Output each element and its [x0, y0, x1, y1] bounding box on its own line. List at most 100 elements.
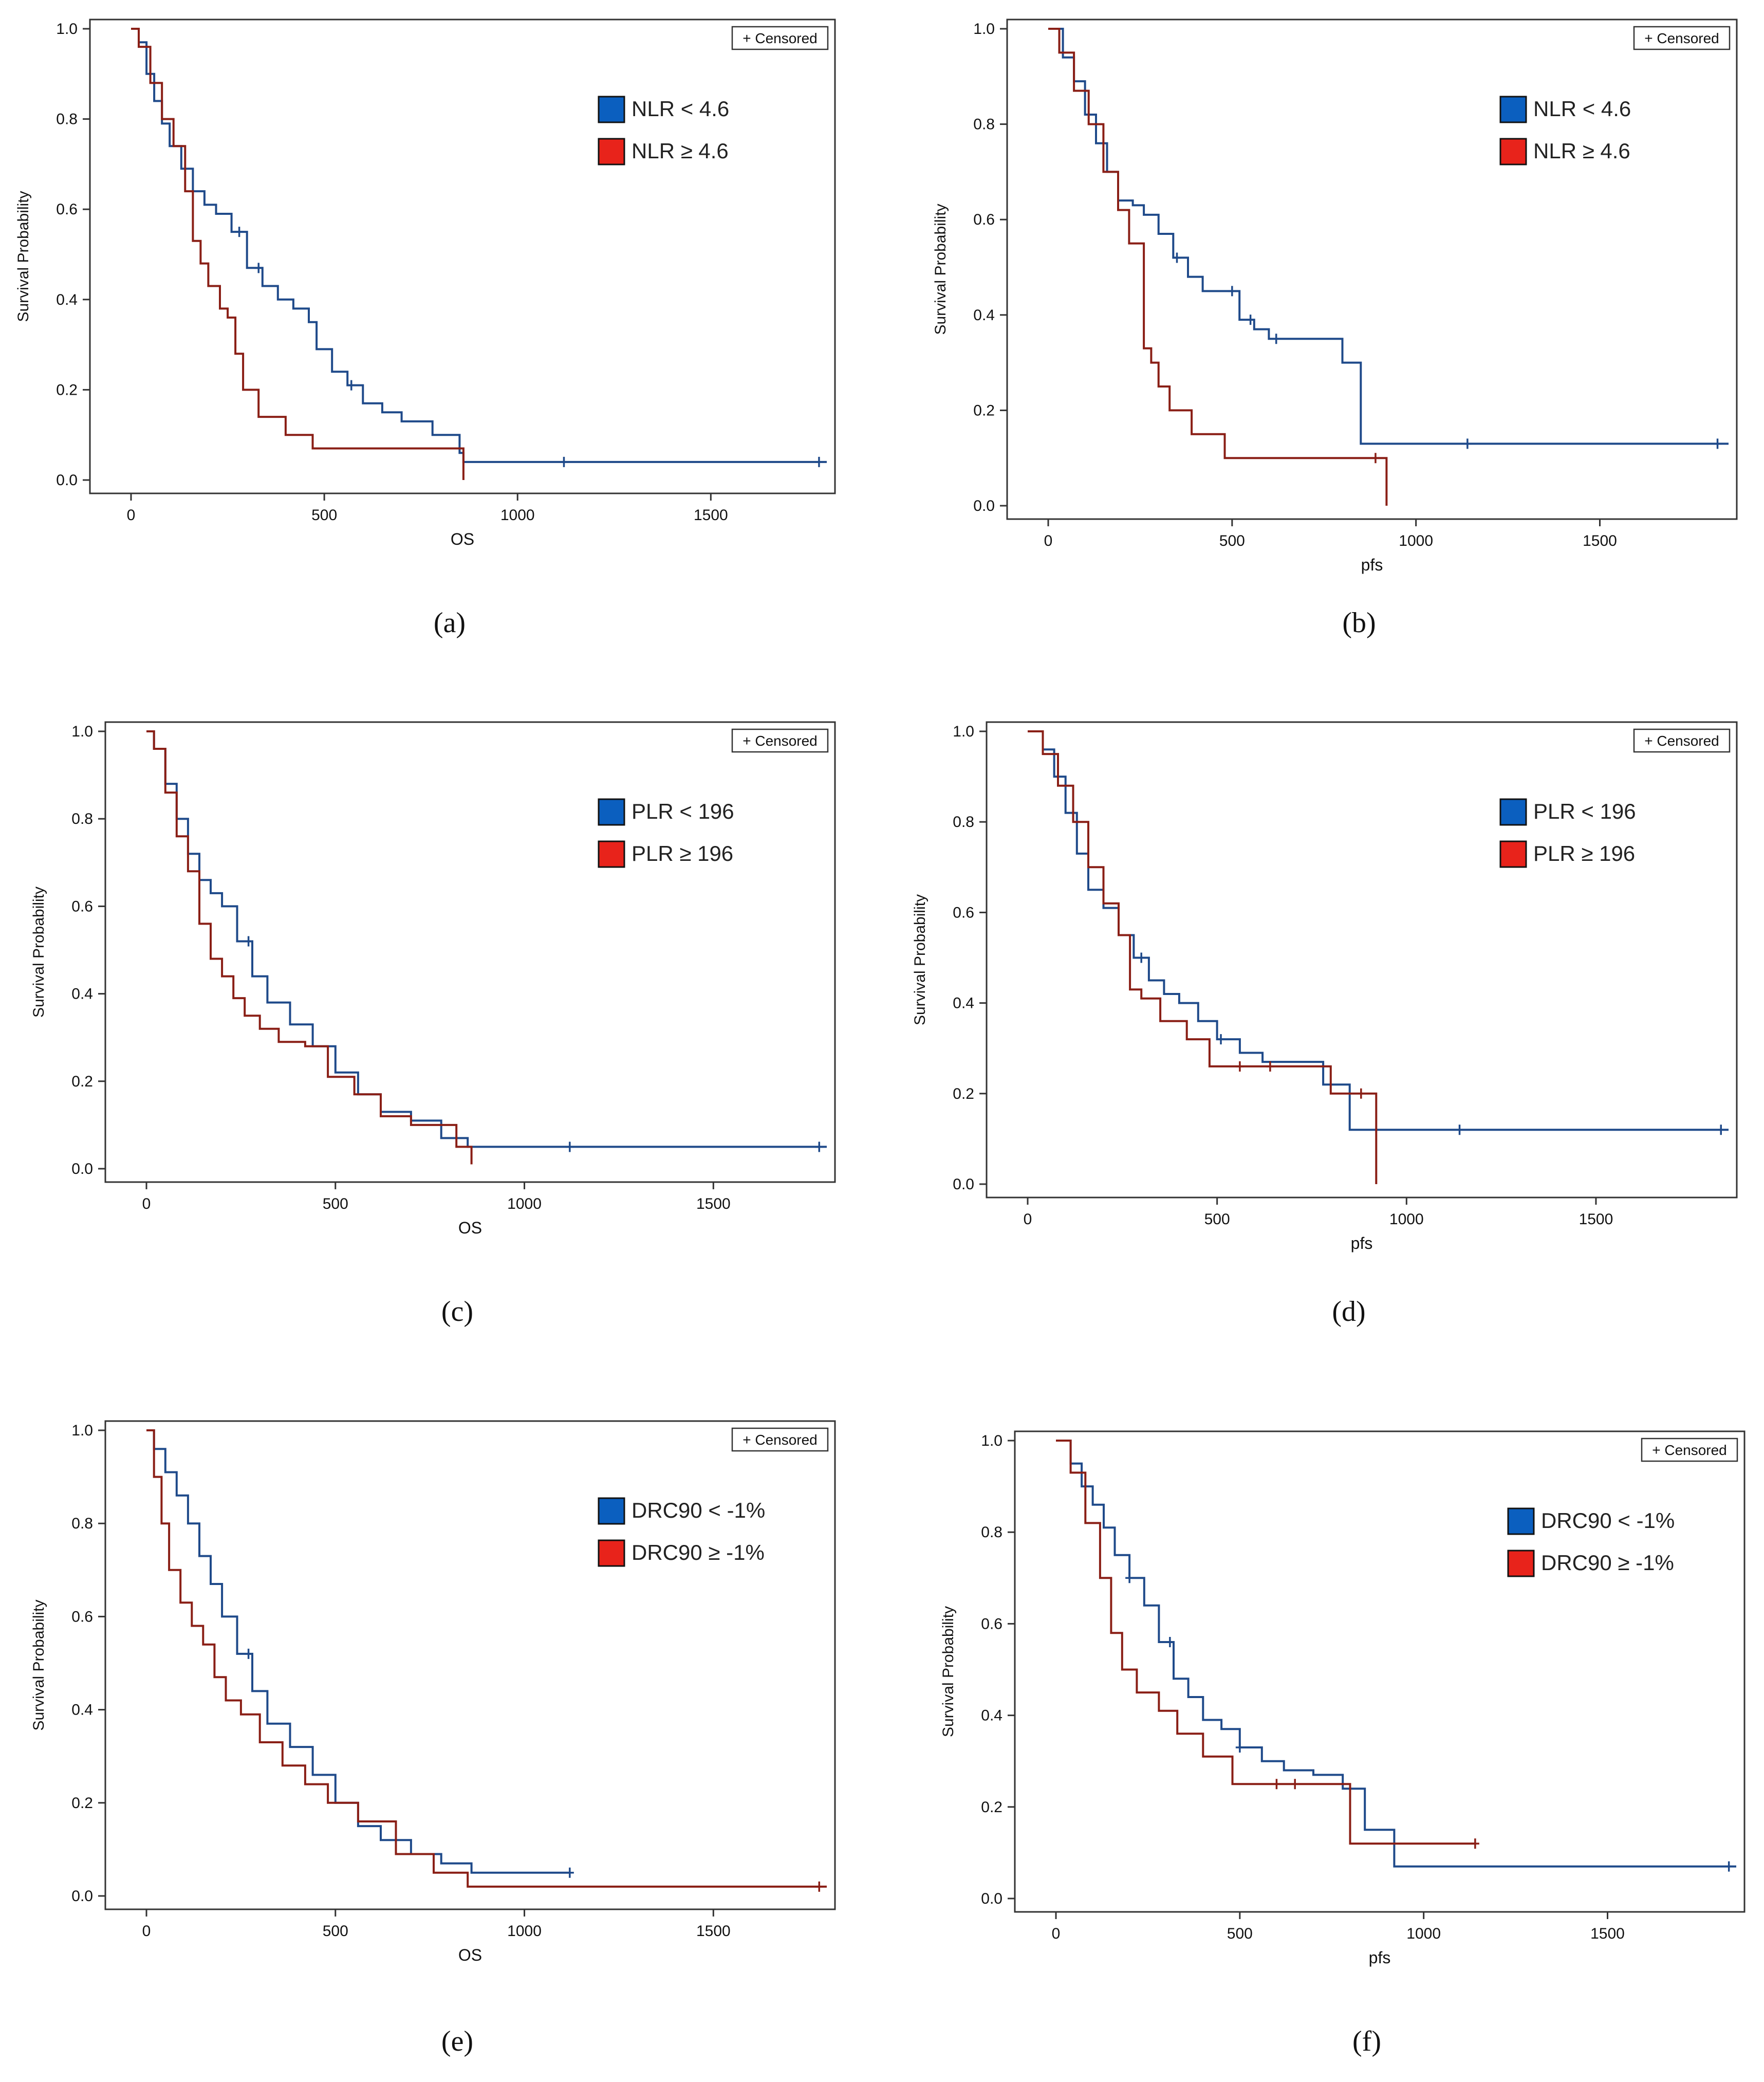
- censor-mark: [1165, 1637, 1174, 1648]
- censor-mark: [244, 1648, 253, 1659]
- survival-curve-red: [146, 1429, 827, 1888]
- y-axis-label: Survival Probability: [30, 887, 47, 1018]
- panel-caption: (b): [1342, 607, 1376, 639]
- legend-label: DRC90 ≥ -1%: [632, 1540, 765, 1564]
- legend-swatch-blue: [598, 798, 625, 826]
- chart-panel-f: 0.0 0.2 0.4 0.6 0.8 1.0 0 500 1000 1500 pfs Surviva…: [940, 1430, 1746, 2057]
- y-tick-label: 0.0: [71, 1160, 93, 1177]
- x-tick-label: 500: [1219, 532, 1245, 549]
- x-tick-label: 500: [311, 507, 337, 524]
- censor-mark: [1228, 286, 1236, 297]
- x-axis-label: OS: [451, 530, 474, 548]
- legend-swatch-red: [598, 1539, 625, 1567]
- x-tick-label: 0: [127, 507, 136, 524]
- censored-legend-label: + Censored: [742, 733, 818, 749]
- legend-swatch-red: [1507, 1550, 1535, 1577]
- x-axis-label: pfs: [1369, 1948, 1391, 1967]
- y-axis-label: Survival Probability: [30, 1599, 47, 1730]
- legend-swatch-blue: [1499, 96, 1527, 123]
- y-tick-label: 0.0: [71, 1888, 93, 1905]
- y-tick-label: 1.0: [973, 21, 995, 38]
- y-tick-label: 1.0: [981, 1432, 1002, 1449]
- x-tick-label: 1500: [1579, 1211, 1613, 1228]
- legend-swatch-red: [1499, 840, 1527, 868]
- censor-mark: [1246, 315, 1255, 325]
- legend-swatch-blue: [1507, 1507, 1535, 1535]
- x-tick-label: 0: [142, 1195, 151, 1212]
- y-tick-label: 0.0: [981, 1890, 1002, 1907]
- x-tick-label: 0: [142, 1923, 151, 1940]
- x-tick-label: 500: [1204, 1211, 1230, 1228]
- legend-label: NLR < 4.6: [632, 97, 729, 121]
- survival-curve-red: [131, 28, 465, 480]
- chart-panel-b: 0.0 0.2 0.4 0.6 0.8 1.0 0 500 1000 1500 pfs Surviva…: [932, 19, 1738, 639]
- legend-swatch-red: [1499, 138, 1527, 165]
- y-tick-label: 0.2: [953, 1085, 974, 1102]
- survival-curve-blue: [1028, 730, 1729, 1131]
- y-tick-label: 0.2: [56, 381, 78, 398]
- x-tick-label: 1000: [1399, 532, 1433, 549]
- y-tick-label: 0.6: [71, 898, 93, 915]
- x-tick-label: 1500: [1583, 532, 1617, 549]
- censor-mark: [1235, 1061, 1244, 1072]
- censor-mark: [815, 1141, 824, 1152]
- censored-legend-box: [731, 728, 829, 753]
- x-tick-label: 1000: [500, 507, 535, 524]
- x-tick-label: 1000: [507, 1923, 542, 1940]
- censor-mark: [1471, 1838, 1479, 1849]
- survival-curve-blue: [146, 1429, 570, 1874]
- legend-label: PLR < 196: [632, 799, 734, 823]
- legend-label: DRC90 < -1%: [632, 1498, 765, 1522]
- y-tick-label: 0.6: [953, 904, 974, 921]
- x-axis-label: pfs: [1361, 556, 1383, 574]
- y-tick-label: 0.0: [56, 472, 78, 489]
- y-tick-label: 0.6: [981, 1615, 1002, 1632]
- y-tick-label: 0.4: [71, 986, 93, 1003]
- y-tick-label: 0.2: [973, 402, 995, 419]
- legend-label: PLR < 196: [1533, 799, 1636, 823]
- x-tick-label: 1000: [1389, 1211, 1424, 1228]
- y-tick-label: 0.0: [953, 1176, 974, 1193]
- chart-panel-d: 0.0 0.2 0.4 0.6 0.8 1.0 0 500 1000 1500 pfs Surviva…: [912, 721, 1738, 1328]
- censor-mark: [815, 1881, 824, 1892]
- censor-mark: [1717, 1125, 1725, 1135]
- censor-mark: [1291, 1779, 1299, 1790]
- plot-frame: [104, 721, 836, 1183]
- x-tick-label: 1500: [696, 1195, 731, 1212]
- censor-mark: [254, 263, 263, 273]
- x-tick-label: 0: [1024, 1211, 1032, 1228]
- y-axis-label: Survival Probability: [932, 204, 949, 335]
- legend-swatch-blue: [598, 96, 625, 123]
- legend-label: NLR ≥ 4.6: [632, 139, 729, 163]
- panel-caption: (f): [1352, 2025, 1381, 2057]
- y-tick-label: 1.0: [56, 21, 78, 38]
- x-axis-label: OS: [458, 1219, 482, 1237]
- survival-curve-red: [1056, 1440, 1475, 1845]
- censored-legend-box: [1633, 26, 1731, 50]
- censored-legend-label: + Censored: [1644, 30, 1719, 46]
- survival-curve-red: [1048, 28, 1388, 506]
- censor-mark: [1463, 438, 1472, 449]
- censor-mark: [1272, 334, 1280, 344]
- plot-frame: [1014, 1430, 1746, 1913]
- censored-legend-label: + Censored: [1652, 1442, 1727, 1458]
- censor-mark: [1137, 952, 1146, 963]
- chart-panel-a: 0.0 0.2 0.4 0.6 0.8 1.0 0 500 1000 1500 OS Survival…: [15, 19, 836, 639]
- censor-mark: [560, 456, 568, 467]
- panel-caption: (d): [1332, 1296, 1365, 1328]
- censor-mark: [1217, 1034, 1225, 1045]
- censor-mark: [244, 936, 253, 947]
- y-tick-label: 0.8: [981, 1524, 1002, 1541]
- censor-mark: [347, 380, 356, 391]
- x-tick-label: 500: [323, 1195, 348, 1212]
- x-tick-label: 0: [1044, 532, 1053, 549]
- x-axis-label: pfs: [1351, 1234, 1373, 1252]
- y-tick-label: 0.4: [953, 995, 974, 1012]
- panel-caption: (a): [434, 607, 466, 639]
- x-tick-label: 1500: [694, 507, 728, 524]
- legend-label: PLR ≥ 196: [632, 841, 733, 865]
- x-tick-label: 500: [1227, 1925, 1253, 1942]
- y-tick-label: 0.8: [71, 1515, 93, 1532]
- y-tick-label: 0.2: [71, 1795, 93, 1812]
- x-tick-label: 500: [323, 1923, 348, 1940]
